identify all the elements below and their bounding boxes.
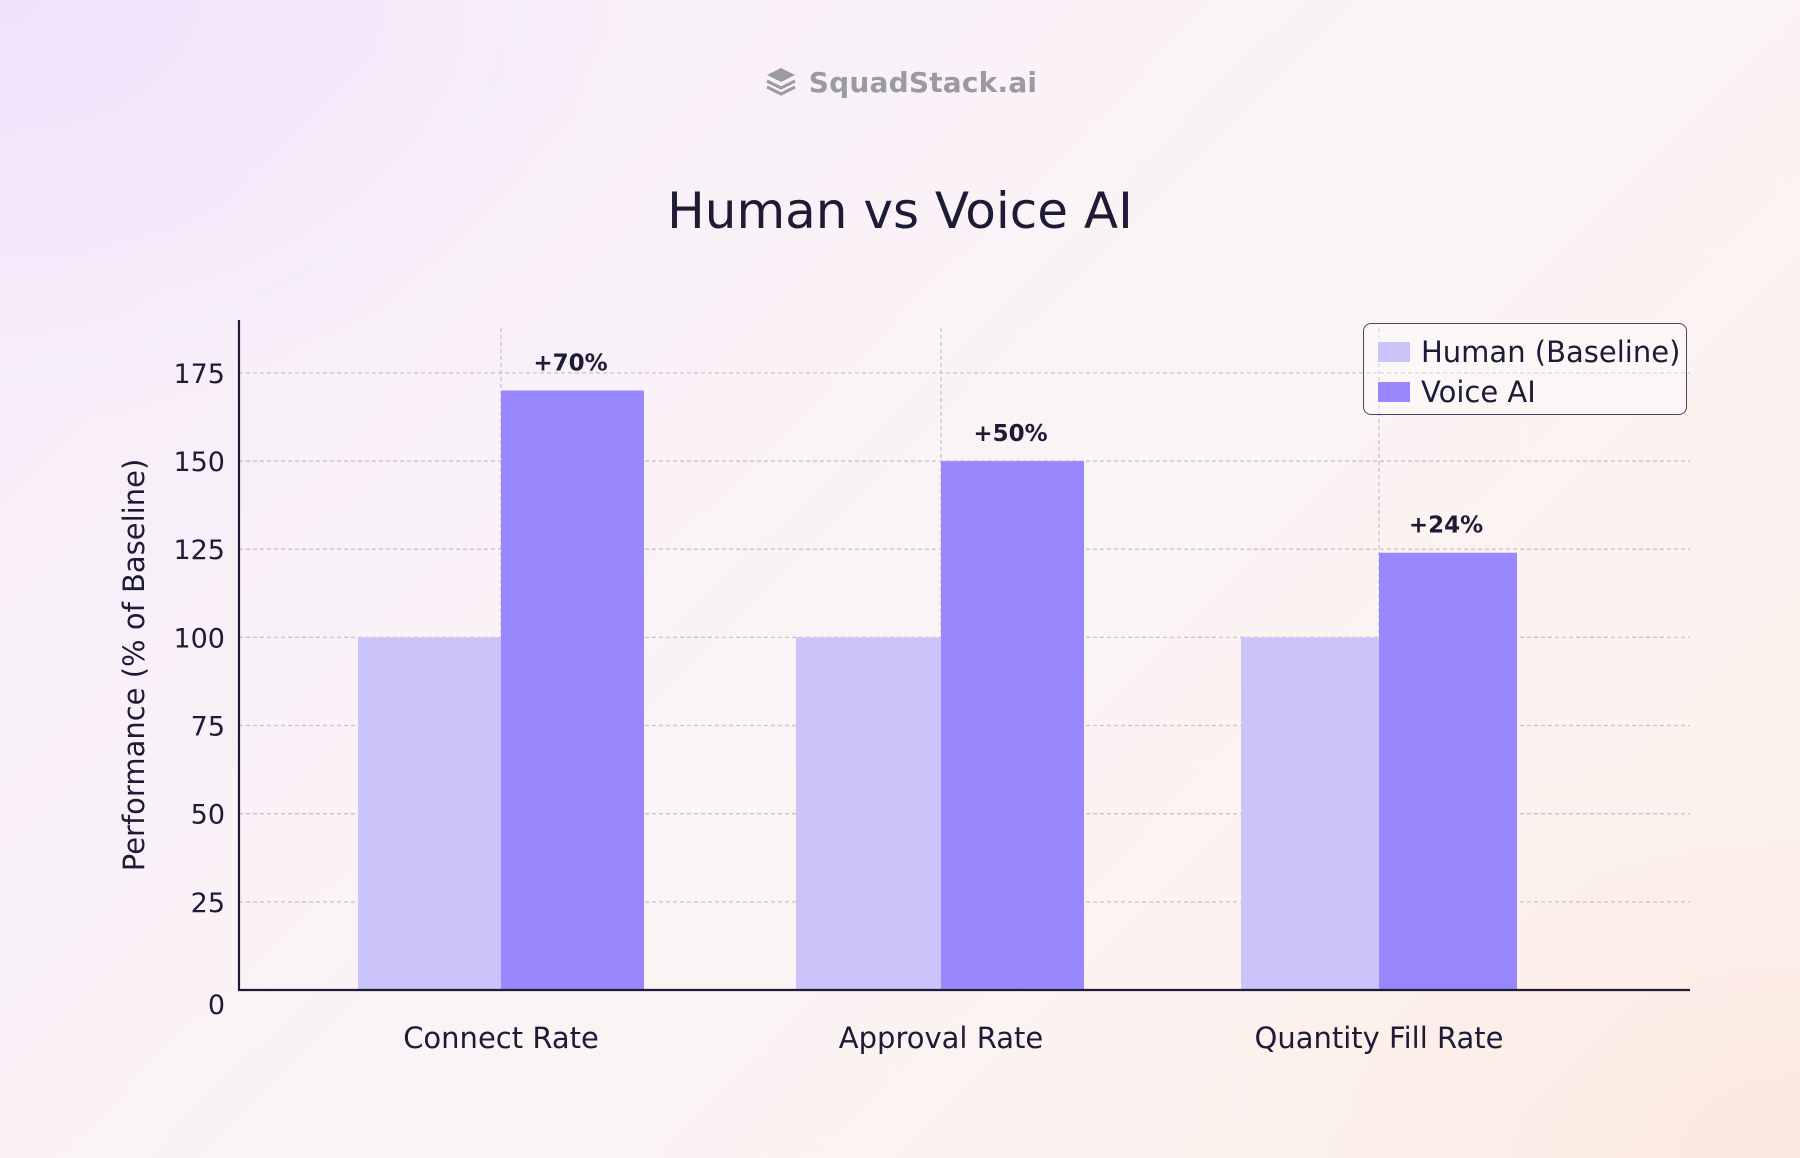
stacked-layers-icon — [766, 68, 796, 96]
y-tick-label: 150 — [173, 447, 225, 478]
legend-swatch-human — [1378, 342, 1410, 362]
bar-human — [796, 637, 941, 990]
y-tick-label: 0 — [208, 990, 225, 1021]
y-tick-label: 125 — [173, 535, 225, 566]
bar-voice-ai — [501, 390, 644, 990]
bar-human — [1241, 637, 1379, 990]
legend-item-human: Human (Baseline) — [1378, 332, 1680, 372]
bar-annotation: +70% — [533, 351, 607, 377]
chart-title: Human vs Voice AI — [667, 182, 1133, 240]
bar-human — [358, 637, 501, 990]
y-tick-label: 100 — [173, 623, 225, 654]
x-tick-label: Connect Rate — [403, 1021, 599, 1055]
brand-name: SquadStack.ai — [808, 65, 1038, 99]
y-tick-label: 25 — [191, 888, 225, 919]
bar-annotation: +24% — [1409, 513, 1483, 539]
y-axis-label: Performance (% of Baseline) — [117, 459, 151, 872]
legend-label-human: Human (Baseline) — [1421, 335, 1681, 369]
y-tick-label: 175 — [173, 359, 225, 390]
bar-voice-ai — [1379, 552, 1517, 990]
legend: Human (Baseline) Voice AI — [1363, 323, 1687, 415]
x-tick-label: Quantity Fill Rate — [1255, 1021, 1504, 1055]
legend-swatch-voice-ai — [1378, 382, 1410, 402]
bar-voice-ai — [941, 461, 1084, 991]
legend-label-voice-ai: Voice AI — [1421, 375, 1536, 409]
brand-logo: SquadStack.ai — [0, 64, 1800, 100]
x-tick-label: Approval Rate — [839, 1021, 1043, 1055]
y-tick-label: 50 — [191, 800, 225, 831]
bar-annotation: +50% — [973, 421, 1047, 447]
legend-item-voice-ai: Voice AI — [1378, 372, 1672, 412]
y-tick-label: 75 — [191, 712, 225, 743]
